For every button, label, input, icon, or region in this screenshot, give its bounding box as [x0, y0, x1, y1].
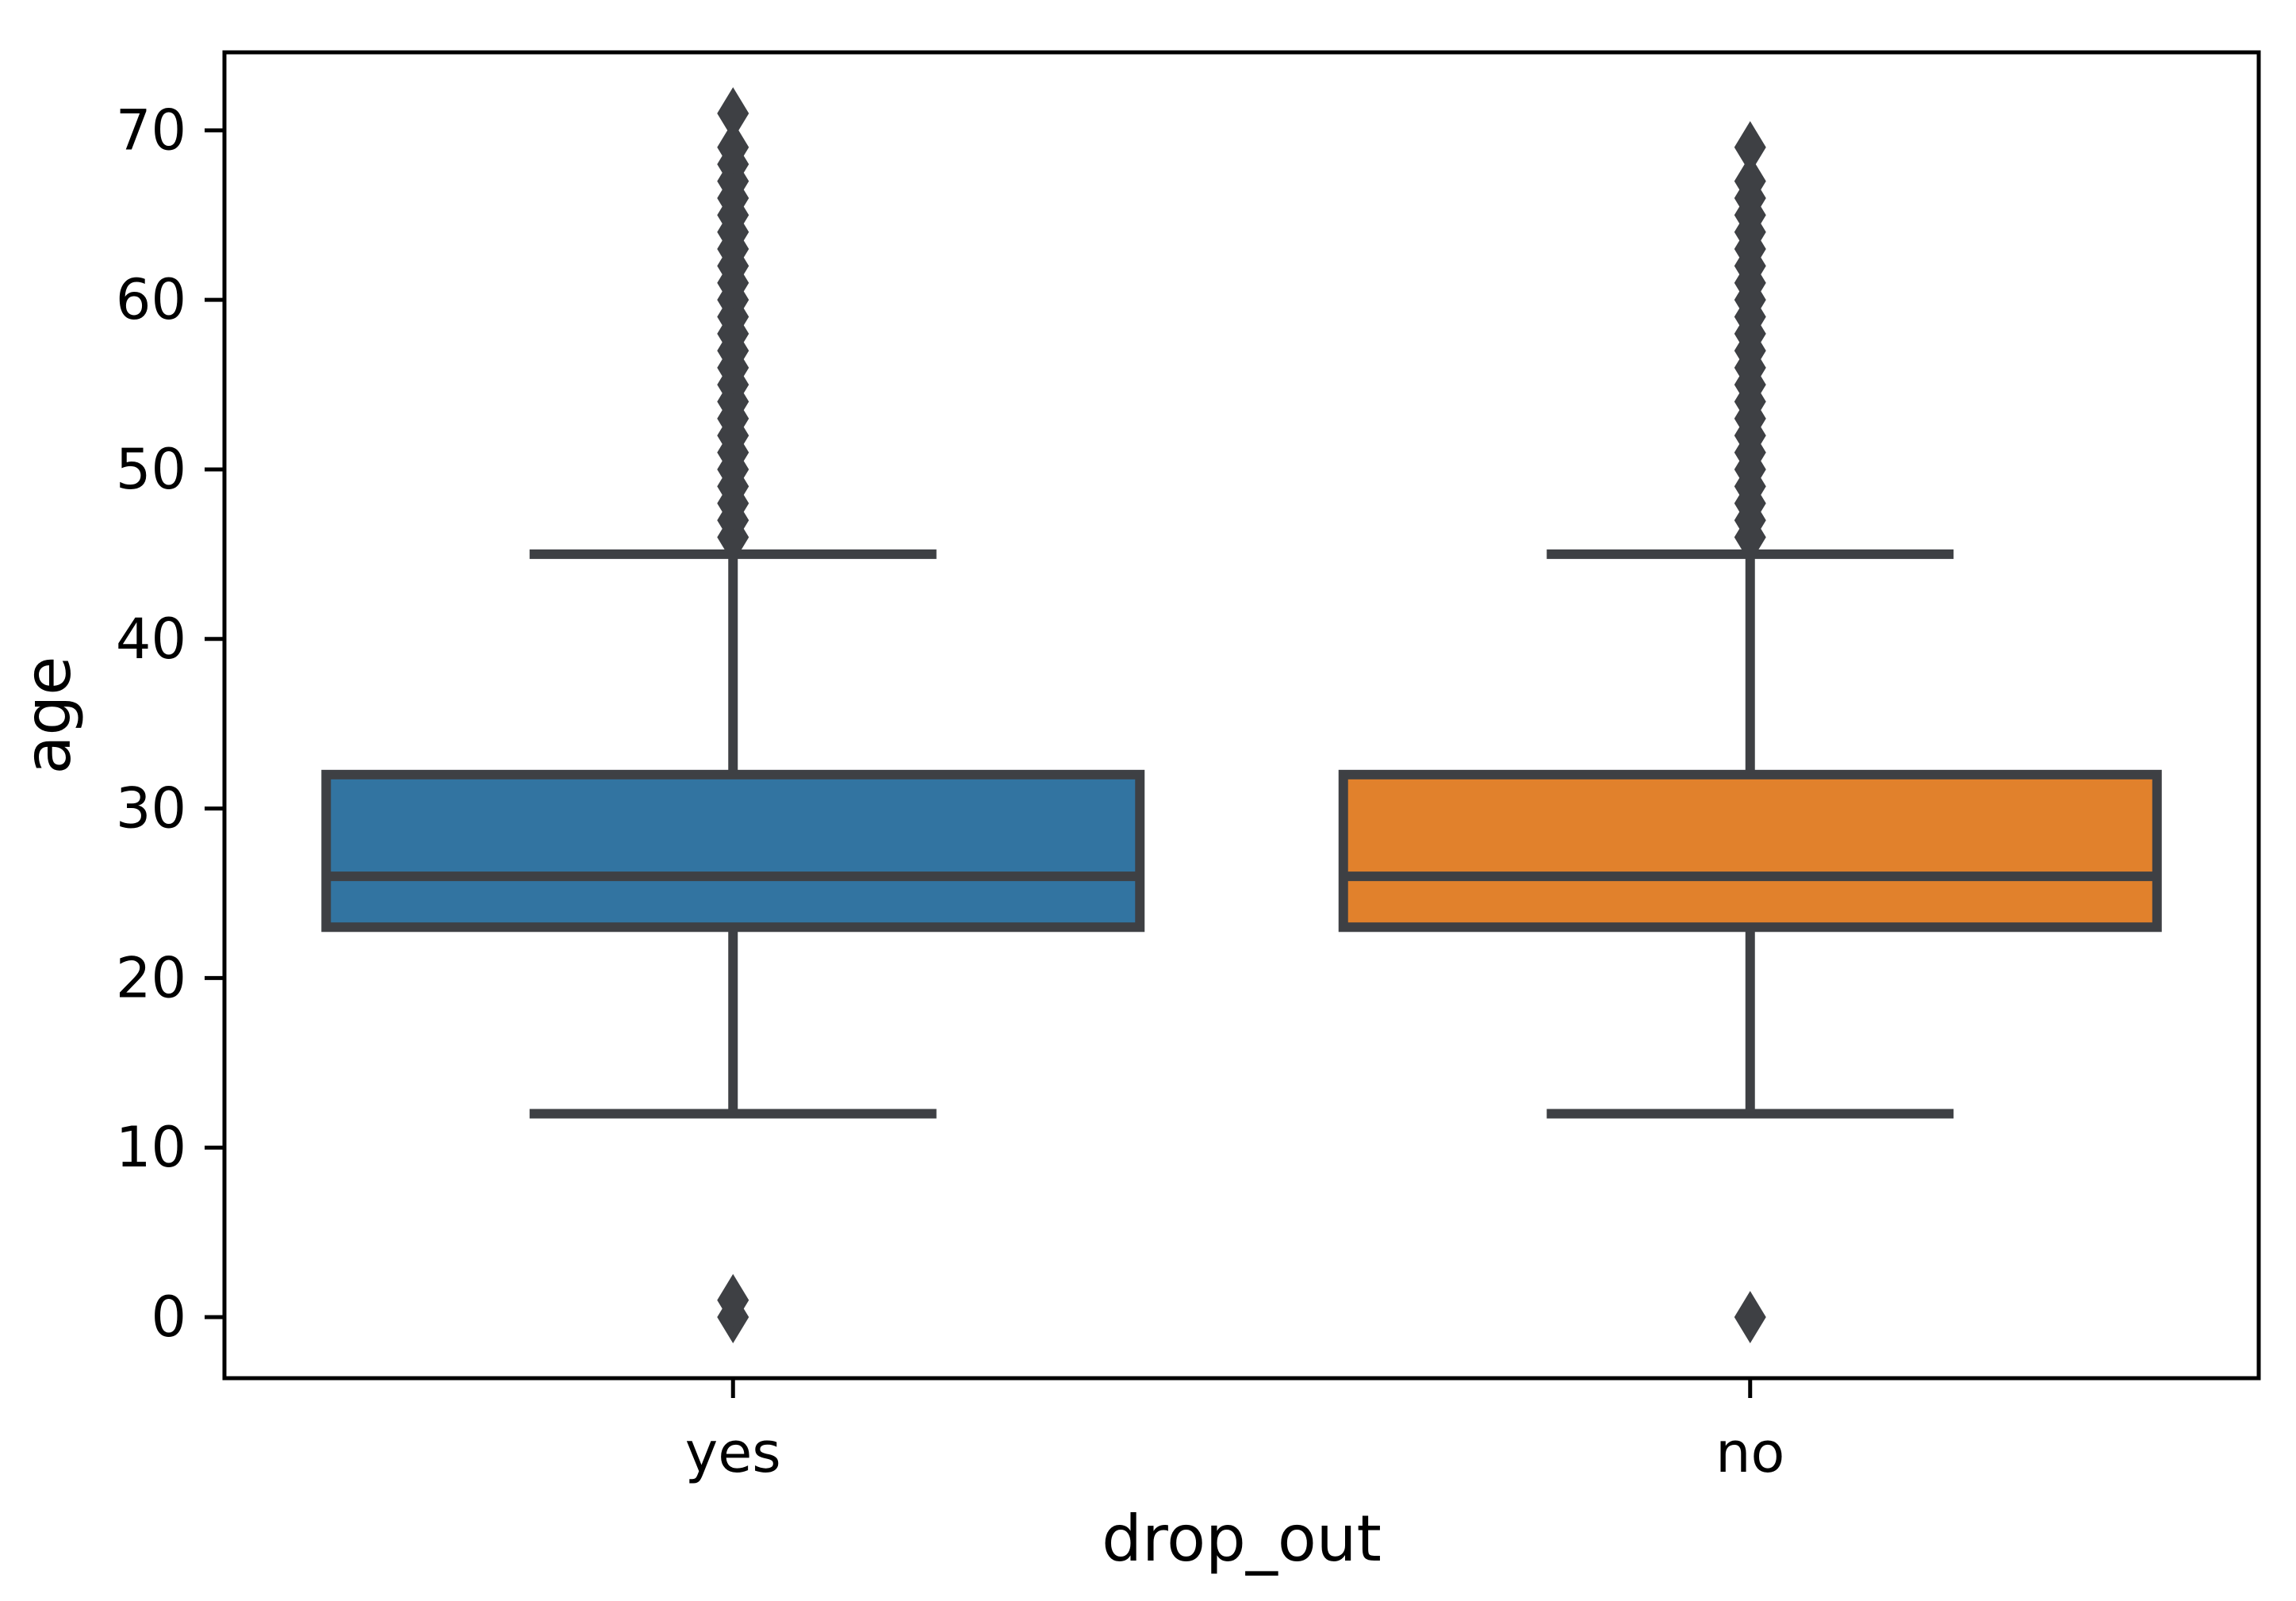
labels-layer: 0 10 20 30 40 50 60 70 yes no drop_out age [11, 98, 1784, 1576]
boxes-layer [321, 769, 2162, 933]
x-tick-label-yes: yes [685, 1420, 781, 1485]
y-tick-label: 10 [116, 1115, 186, 1180]
y-tick-label: 0 [151, 1285, 186, 1350]
y-tick-label: 70 [116, 98, 186, 163]
y-tick-label: 60 [116, 267, 186, 332]
y-tick-label: 40 [116, 607, 186, 672]
x-tick-label-no: no [1715, 1420, 1784, 1485]
axes-layer [205, 50, 2261, 1398]
box-yes [321, 769, 1145, 933]
box-no [1338, 769, 2162, 933]
y-tick-label: 50 [116, 437, 186, 502]
x-axis-label: drop_out [1102, 1502, 1382, 1576]
outlier-diamond [1734, 121, 1766, 174]
y-axis-label: age [11, 656, 85, 774]
y-tick-label: 30 [116, 776, 186, 841]
outlier-diamond [717, 121, 749, 174]
outlier-diamond [1734, 1291, 1766, 1344]
y-tick-label: 20 [116, 945, 186, 1010]
outliers-layer [717, 86, 1766, 1344]
plot-frame [222, 50, 2261, 1381]
outlier-diamond [717, 86, 749, 140]
outlier-diamond [717, 1274, 749, 1327]
outlier-diamond [1734, 155, 1766, 208]
